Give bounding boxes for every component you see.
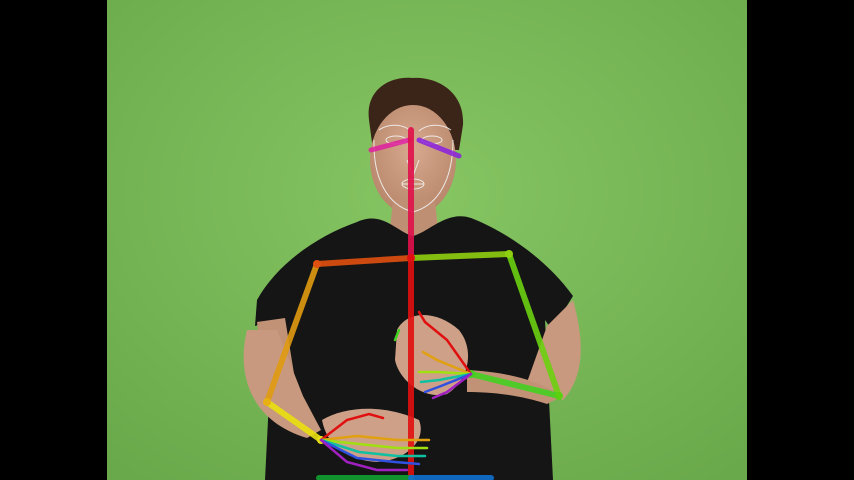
hand-skeleton-upper <box>393 310 473 400</box>
bone-forearm-right <box>264 399 324 443</box>
letterbox-right <box>747 0 854 480</box>
bone-forearm-left <box>468 371 562 399</box>
eye-line-left <box>416 137 462 159</box>
bone-shoulder-left <box>408 251 512 261</box>
joint-shoulder-right <box>313 260 321 268</box>
hand-skeleton-lower <box>319 412 431 472</box>
bone-upper-arm-left <box>506 251 562 399</box>
bone-shoulder-right <box>314 255 414 267</box>
letterbox-left <box>0 0 107 480</box>
pose-overlay-scene <box>107 0 747 480</box>
joint-elbow-left <box>555 392 563 400</box>
pose-skeleton <box>264 127 562 480</box>
bone-upper-arm-right <box>264 261 320 405</box>
joint-neck <box>407 254 415 262</box>
forearm-right <box>243 330 321 438</box>
arm-left <box>525 300 581 400</box>
joint-shoulder-left <box>505 250 513 258</box>
joint-elbow-right <box>263 398 271 406</box>
eye-line-right <box>368 137 412 153</box>
video-frame <box>107 0 747 480</box>
